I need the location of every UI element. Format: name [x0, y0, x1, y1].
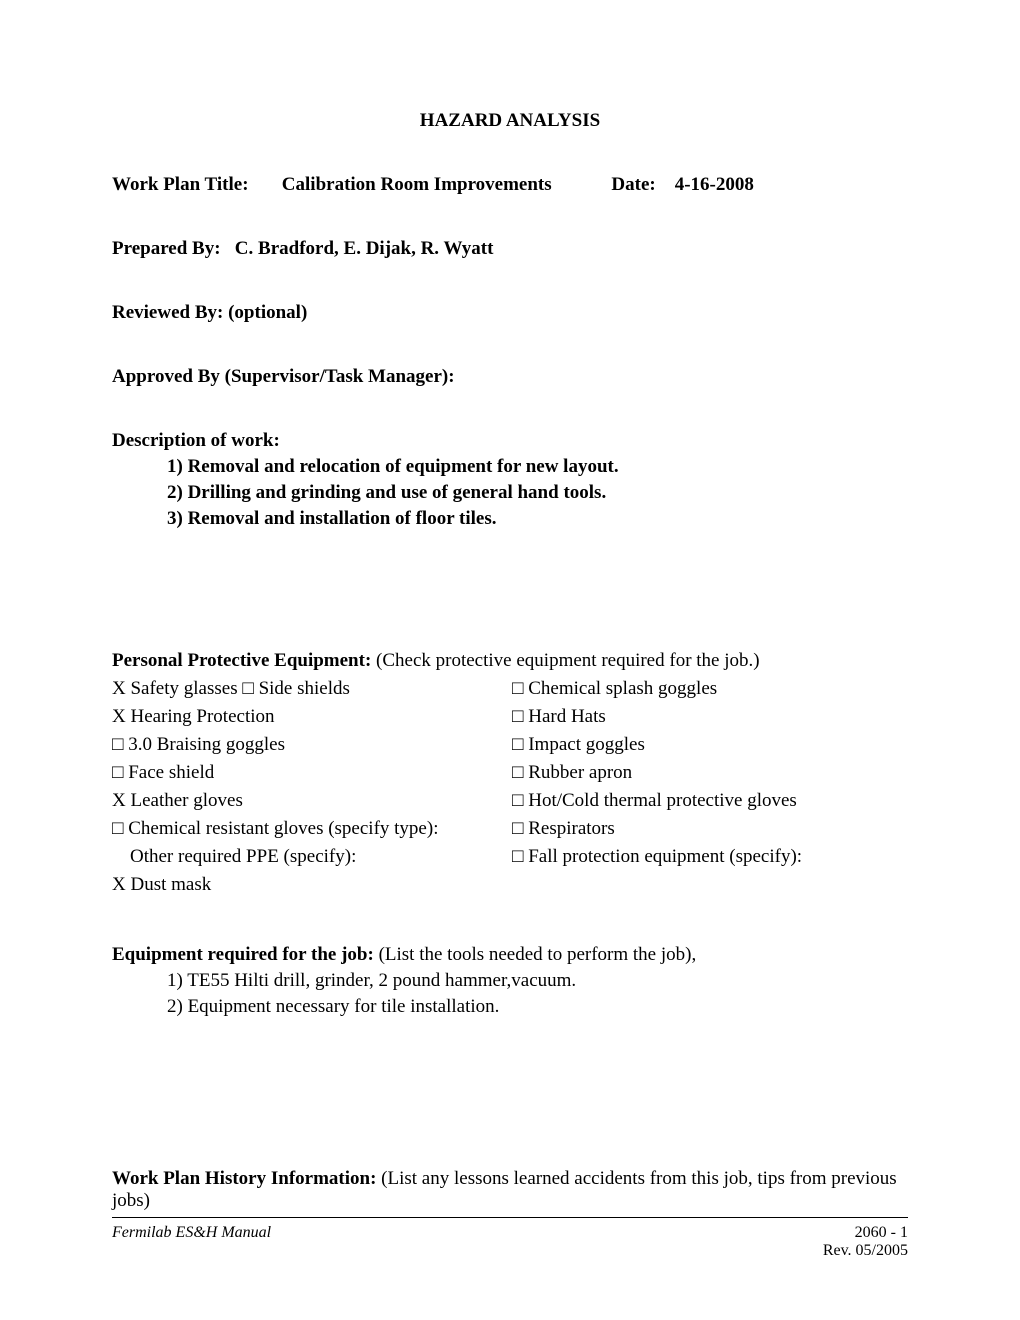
description-item: 3) Removal and installation of floor til… — [167, 508, 908, 530]
ppe-grid: X Safety glasses □ Side shields □ Chemic… — [112, 678, 908, 896]
page-title: HAZARD ANALYSIS — [112, 110, 908, 132]
work-plan-label: Work Plan Title: — [112, 174, 249, 195]
footer-page: 2060 - 1 — [823, 1224, 908, 1242]
ppe-item: □ Hard Hats — [512, 706, 908, 728]
reviewed-by-note: (optional) — [228, 302, 307, 323]
date-label: Date: — [611, 174, 655, 195]
equipment-header-bold: Equipment required for the job: — [112, 944, 374, 965]
equipment-header: Equipment required for the job: (List th… — [112, 944, 908, 966]
ppe-item: X Leather gloves — [112, 790, 502, 812]
date-value: 4-16-2008 — [675, 174, 754, 195]
ppe-item: □ Respirators — [512, 818, 908, 840]
ppe-item: □ Face shield — [112, 762, 502, 784]
description-item: 2) Drilling and grinding and use of gene… — [167, 482, 908, 504]
ppe-item: □ Hot/Cold thermal protective gloves — [512, 790, 908, 812]
ppe-header-rest: (Check protective equipment required for… — [371, 650, 759, 671]
footer-revision: Rev. 05/2005 — [823, 1242, 908, 1260]
equipment-header-rest: (List the tools needed to perform the jo… — [374, 944, 696, 965]
ppe-item: □ Rubber apron — [512, 762, 908, 784]
ppe-header: Personal Protective Equipment: (Check pr… — [112, 650, 908, 672]
description-item: 1) Removal and relocation of equipment f… — [167, 456, 908, 478]
prepared-by-row: Prepared By: C. Bradford, E. Dijak, R. W… — [112, 238, 908, 260]
ppe-item: □ Impact goggles — [512, 734, 908, 756]
footer: Fermilab ES&H Manual 2060 - 1 Rev. 05/20… — [112, 1217, 908, 1260]
ppe-item: X Safety glasses □ Side shields — [112, 678, 502, 700]
footer-left: Fermilab ES&H Manual — [112, 1224, 271, 1260]
work-plan-value: Calibration Room Improvements — [282, 174, 552, 195]
prepared-by-value: C. Bradford, E. Dijak, R. Wyatt — [235, 238, 494, 259]
footer-right: 2060 - 1 Rev. 05/2005 — [823, 1224, 908, 1260]
work-plan-row: Work Plan Title: Calibration Room Improv… — [112, 174, 908, 196]
footer-divider — [112, 1217, 908, 1218]
ppe-item: X Hearing Protection — [112, 706, 502, 728]
history-header: Work Plan History Information: (List any… — [112, 1168, 908, 1212]
ppe-item — [512, 874, 908, 896]
ppe-item: □ Chemical resistant gloves (specify typ… — [112, 818, 502, 840]
approved-by-row: Approved By (Supervisor/Task Manager): — [112, 366, 908, 388]
ppe-item: □ Fall protection equipment (specify): — [512, 846, 908, 868]
reviewed-by-row: Reviewed By: (optional) — [112, 302, 908, 324]
equipment-item: 2) Equipment necessary for tile installa… — [167, 996, 908, 1018]
ppe-item: Other required PPE (specify): — [112, 846, 502, 868]
ppe-item: □ Chemical splash goggles — [512, 678, 908, 700]
equipment-list: 1) TE55 Hilti drill, grinder, 2 pound ha… — [112, 970, 908, 1018]
date-row: Date: 4-16-2008 — [611, 174, 753, 195]
ppe-header-bold: Personal Protective Equipment: — [112, 650, 371, 671]
approved-by-label: Approved By (Supervisor/Task Manager): — [112, 366, 455, 387]
ppe-item: X Dust mask — [112, 874, 502, 896]
reviewed-by-label: Reviewed By: — [112, 302, 223, 323]
ppe-item: □ 3.0 Braising goggles — [112, 734, 502, 756]
description-label: Description of work: — [112, 430, 908, 452]
description-list: 1) Removal and relocation of equipment f… — [112, 456, 908, 530]
history-header-bold: Work Plan History Information: — [112, 1168, 376, 1189]
prepared-by-label: Prepared By: — [112, 238, 221, 259]
equipment-item: 1) TE55 Hilti drill, grinder, 2 pound ha… — [167, 970, 908, 992]
